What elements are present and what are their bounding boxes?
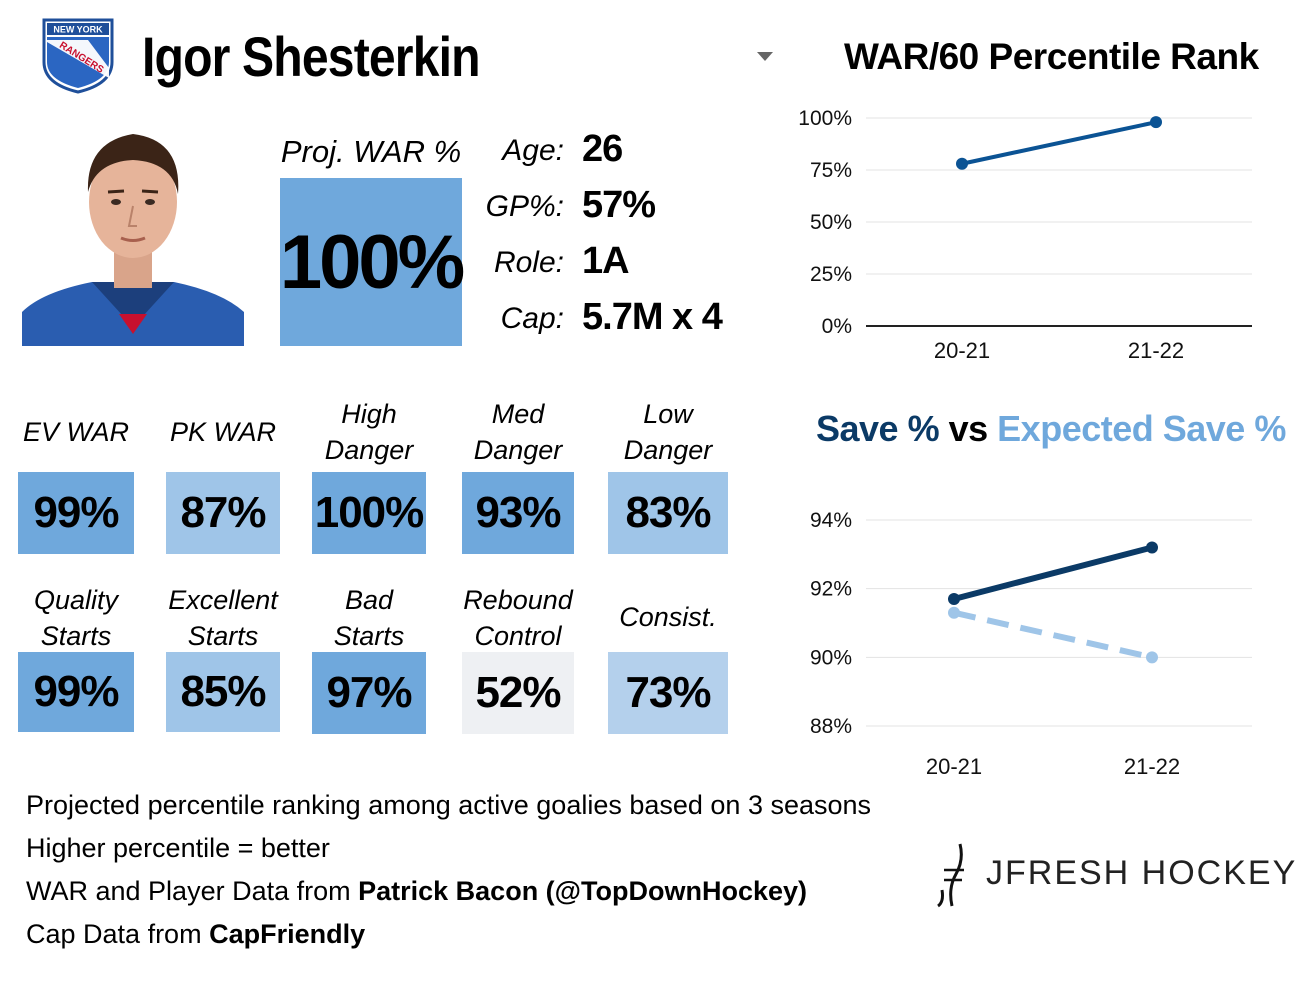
note-line-4-source: CapFriendly xyxy=(209,919,366,949)
stat-label-ev-war: EV WAR xyxy=(22,417,130,447)
series-line-1 xyxy=(953,544,1153,602)
stat-label-consistency: Consist. xyxy=(619,602,717,632)
stat-label-low-danger: Low Danger xyxy=(623,399,713,465)
stat-label-pk-war: PK WAR xyxy=(169,417,277,447)
info-age: Age: 26 xyxy=(470,128,770,172)
stat-value-rebound-control: 52% xyxy=(462,652,574,734)
save-pct-chart: 88% 90% 92% 94% 20-21 21-22 xyxy=(810,509,1252,779)
brand-logo: JFRESH HOCKEY xyxy=(934,840,1295,910)
notes: Projected percentile ranking among activ… xyxy=(26,784,871,956)
note-line-1: Projected percentile ranking among activ… xyxy=(26,790,872,820)
team-logo: NEW YORK RANGERS xyxy=(42,18,114,94)
chart2-title: Save % vs Expected Save % xyxy=(816,408,1286,450)
x-tick-label: 21-22 xyxy=(1124,754,1180,779)
chevron-down-icon[interactable] xyxy=(757,52,773,61)
player-name: Igor Shesterkin xyxy=(142,25,481,88)
note-line-3: WAR and Player Data from Patrick Bacon (… xyxy=(26,870,871,913)
y-tick-label: 88% xyxy=(810,715,852,738)
logo-text-top: NEW YORK xyxy=(53,25,103,35)
stat-value-quality-starts: 99% xyxy=(18,652,134,732)
proj-war-value: 100% xyxy=(280,178,465,346)
y-tick-label: 92% xyxy=(810,578,852,601)
stat-value-low-danger: 83% xyxy=(608,472,728,554)
y-tick-label: 94% xyxy=(810,509,852,532)
info-value: 5.7M x 4 xyxy=(582,296,723,338)
x-tick-label: 21-22 xyxy=(1128,338,1184,363)
note-line-4-prefix: Cap Data from xyxy=(26,919,210,949)
proj-war-label: Proj. WAR % xyxy=(280,134,462,169)
stat-value-high-danger: 100% xyxy=(312,472,426,554)
info-key: Role: xyxy=(493,246,564,279)
series-line-2 xyxy=(953,609,1153,661)
stat-label-excellent-starts: Excellent Starts xyxy=(168,585,278,651)
player-photo xyxy=(22,122,244,346)
info-role: Role: 1A xyxy=(470,240,770,284)
note-line-3-prefix: WAR and Player Data from xyxy=(26,876,359,906)
y-tick-label: 50% xyxy=(810,211,852,234)
stat-value-med-danger: 93% xyxy=(462,472,574,554)
stat-value-consistency: 73% xyxy=(608,652,728,734)
stat-value-pk-war: 87% xyxy=(166,472,280,554)
info-cap: Cap: 5.7M x 4 xyxy=(470,296,770,340)
y-tick-label: 100% xyxy=(798,107,852,130)
data-point-2-1 xyxy=(948,606,960,619)
data-point-1-1 xyxy=(948,592,960,605)
jfresh-mark-icon xyxy=(937,843,964,908)
chart2-title-part2: vs xyxy=(948,408,989,449)
info-value: 57% xyxy=(582,184,656,226)
chart1-title: WAR/60 Percentile Rank xyxy=(844,36,1259,77)
y-tick-label: 90% xyxy=(810,646,852,669)
data-point-2-2 xyxy=(1146,651,1158,664)
data-point-1-2 xyxy=(1150,116,1162,129)
series-line-1 xyxy=(961,120,1157,166)
note-line-3-source: Patrick Bacon (@TopDownHockey) xyxy=(358,876,808,906)
chart2-title-part1: Save % xyxy=(816,408,940,449)
stat-label-quality-starts: Quality Starts xyxy=(33,585,119,651)
info-value: 1A xyxy=(582,240,630,282)
chart2-title-part3: Expected Save % xyxy=(997,408,1286,449)
note-line-2: Higher percentile = better xyxy=(26,833,330,863)
info-value: 26 xyxy=(582,128,623,170)
note-line-4: Cap Data from CapFriendly xyxy=(26,913,871,956)
y-tick-label: 75% xyxy=(810,159,852,182)
stat-value-bad-starts: 97% xyxy=(312,652,426,734)
war60-chart: 0% 25% 50% 75% 100% 20-21 21-22 xyxy=(798,107,1252,363)
data-point-1-2 xyxy=(1146,541,1158,554)
brand-name: JFRESH HOCKEY xyxy=(986,854,1298,892)
stat-label-med-danger: Med Danger xyxy=(473,399,563,465)
info-key: Cap: xyxy=(500,302,564,335)
y-tick-label: 0% xyxy=(822,315,852,338)
x-tick-label: 20-21 xyxy=(934,338,990,363)
data-point-1-1 xyxy=(956,157,968,170)
stat-value-ev-war: 99% xyxy=(18,472,134,554)
info-key: Age: xyxy=(502,134,564,167)
stat-label-bad-starts: Bad Starts xyxy=(333,585,405,651)
stat-label-rebound-control: Rebound Control xyxy=(463,585,573,651)
stat-value-excellent-starts: 85% xyxy=(166,652,280,732)
y-tick-label: 25% xyxy=(810,263,852,286)
info-key: GP%: xyxy=(485,190,564,223)
info-gp: GP%: 57% xyxy=(470,184,770,228)
stat-label-high-danger: High Danger xyxy=(324,399,414,465)
x-tick-label: 20-21 xyxy=(926,754,982,779)
